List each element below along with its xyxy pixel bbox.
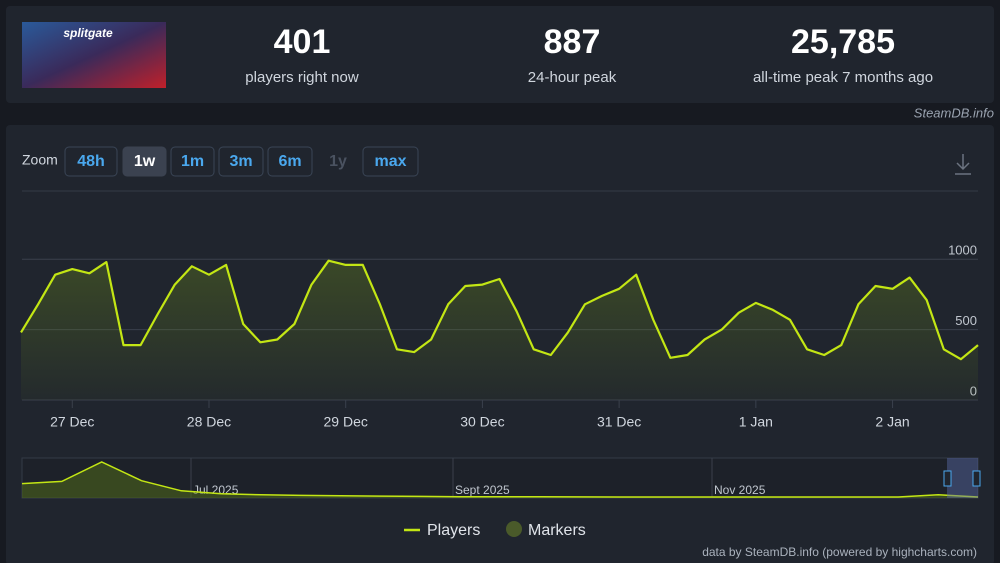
download-glyph (955, 154, 971, 175)
zoom-button[interactable] (362, 146, 419, 177)
zoom-button-label[interactable]: max (374, 153, 406, 170)
credits: data by SteamDB.info (powered by highcha… (702, 545, 977, 559)
stat-label: players right now (245, 69, 359, 86)
navigator-label: Sept 2025 (455, 483, 510, 497)
zoom-label: Zoom (22, 152, 58, 168)
stat-value: 887 (544, 23, 601, 61)
stat-value: 401 (274, 23, 331, 61)
source: SteamDB.info (914, 105, 994, 120)
zoom-button-label: 1y (329, 153, 347, 170)
series-line (20, 259, 979, 361)
zoom-button[interactable] (218, 146, 264, 177)
zoom-button-label[interactable]: 3m (229, 153, 252, 170)
zoom-button[interactable] (64, 146, 118, 177)
navigator-line (21, 461, 979, 498)
zoom-button-label[interactable]: 1w (134, 153, 156, 170)
stat-value: 25,785 (791, 23, 895, 61)
y-tick-label: 1000 (948, 243, 977, 258)
y-tick-label: 500 (955, 313, 977, 328)
navigator-label: Nov 2025 (714, 483, 766, 497)
legend-label[interactable]: Markers (528, 522, 586, 539)
navigator-area (22, 462, 978, 498)
download-icon[interactable] (955, 154, 971, 175)
x-tick-label: 27 Dec (50, 414, 94, 430)
x-tick-label: 29 Dec (324, 414, 368, 430)
legend-marker (506, 521, 522, 537)
x-tick-label: 1 Jan (739, 414, 773, 430)
game-thumbnail (22, 22, 166, 88)
x-tick-label: 31 Dec (597, 414, 641, 430)
stat-label: 24-hour peak (528, 69, 617, 86)
x-tick-label: 28 Dec (187, 414, 231, 430)
zoom-button[interactable] (267, 146, 313, 177)
navigator-handle[interactable] (972, 470, 981, 487)
stats-panel (6, 6, 994, 103)
game-logo: splitgate (63, 26, 113, 40)
x-tick-label: 30 Dec (460, 414, 504, 430)
stat-label: all-time peak 7 months ago (753, 69, 933, 86)
zoom-button[interactable] (170, 146, 215, 177)
zoom-button-label[interactable]: 1m (181, 153, 204, 170)
zoom-button-label[interactable]: 48h (77, 153, 105, 170)
zoom-button-label[interactable]: 6m (278, 153, 301, 170)
area-fill (21, 260, 978, 400)
x-tick-label: 2 Jan (875, 414, 909, 430)
legend-label[interactable]: Players (427, 522, 480, 539)
zoom-button[interactable] (122, 146, 167, 177)
navigator-handle[interactable] (943, 470, 952, 487)
